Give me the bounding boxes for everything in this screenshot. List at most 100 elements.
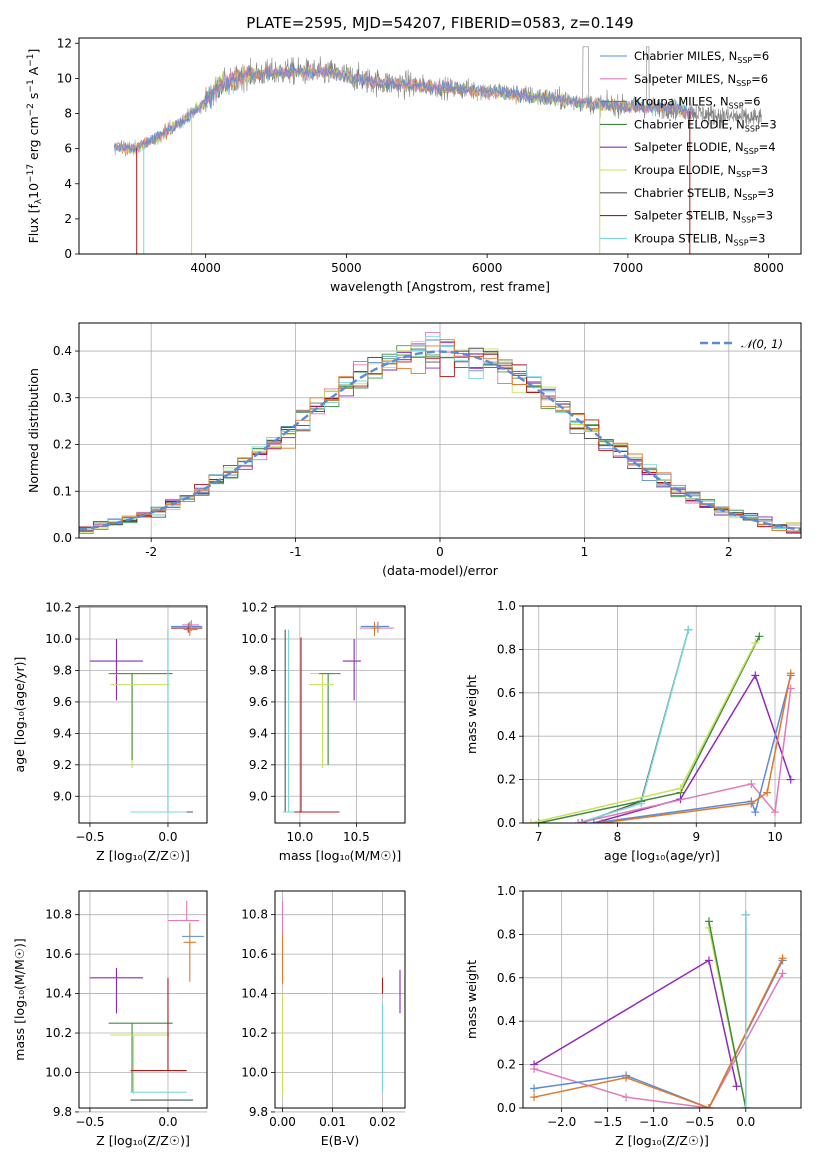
y-axis-label: mass weight — [464, 675, 479, 754]
plus-marker — [751, 671, 760, 680]
y-axis-label: mass weight — [464, 960, 479, 1039]
y-tick-label: 6 — [64, 142, 72, 156]
plus-marker — [574, 819, 583, 823]
y-tick-label: 9.4 — [53, 726, 72, 740]
x-tick-label: 0.0 — [158, 830, 177, 844]
legend-label: Salpeter STELIB, N — [634, 209, 741, 223]
y-tick-label: 10.0 — [241, 632, 268, 646]
y-tick-label: 0.1 — [53, 484, 72, 498]
errorbar-point — [108, 673, 173, 761]
y-tick-label: 0.4 — [497, 1014, 516, 1028]
x-tick-label: 7 — [535, 830, 543, 844]
y-tick-label: 0.8 — [497, 642, 516, 656]
plot-area — [275, 891, 405, 1108]
plot-area — [79, 606, 207, 823]
plot-area — [79, 38, 801, 254]
y-tick-label: 9.4 — [249, 726, 268, 740]
axes-frame — [78, 605, 208, 824]
legend-subscript: SSP — [742, 193, 757, 202]
legend-label: Kroupa STELIB, N — [634, 231, 734, 245]
plus-marker — [534, 819, 543, 823]
y-axis-label-part: s — [26, 93, 41, 104]
y-axis-label: mass [log₁₀(M/M☉)] — [12, 938, 27, 1060]
plus-marker — [747, 779, 756, 788]
y-tick-label: 10.2 — [45, 601, 72, 615]
plus-marker — [526, 819, 535, 823]
errorbar-point — [130, 977, 187, 1072]
plus-marker — [530, 1064, 539, 1073]
model-spectrum — [113, 64, 692, 155]
legend-suffix: =3 — [756, 209, 773, 223]
x-tick-label: 0.00 — [269, 1115, 296, 1129]
weight-vs-metallicity-panel: −2.0 −1.5 −1.0 −0.5 0.0 0.0 0.2 0.4 0.6 0.8 1.0 Z [… — [464, 884, 802, 1148]
y-tick-label: 10.4 — [241, 987, 268, 1001]
legend-subscript: SSP — [736, 170, 751, 179]
y-axis-label-part: −1 — [26, 54, 36, 67]
errorbars — [281, 900, 401, 1097]
series-line — [593, 673, 792, 823]
y-tick-label: 0.0 — [53, 531, 72, 545]
errorbar-point — [183, 922, 197, 982]
legend-suffix: =4 — [759, 140, 776, 154]
x-tick-label: −0.5 — [75, 830, 104, 844]
y-tick-label: 0.2 — [497, 773, 516, 787]
plus-marker — [578, 819, 587, 823]
y-axis-label-part: Flux [f — [26, 204, 41, 244]
legend-subscript: SSP — [737, 56, 752, 65]
plot-area — [275, 606, 405, 823]
y-tick-label: 0.2 — [497, 1058, 516, 1072]
plus-marker — [751, 638, 760, 647]
legend-suffix: =6 — [744, 95, 761, 109]
axes-frame — [274, 605, 406, 824]
plus-marker — [747, 799, 756, 808]
y-tick-label: 9.2 — [53, 758, 72, 772]
x-tick-label: -1 — [290, 545, 302, 559]
x-tick-label: −0.5 — [75, 1115, 104, 1129]
series-line — [708, 921, 747, 1108]
y-tick-label: 10.0 — [241, 1065, 268, 1079]
legend-suffix: =3 — [749, 231, 766, 245]
legend-label: Chabrier ELODIE, N — [634, 117, 745, 131]
legend-subscript: SSP — [734, 238, 749, 247]
plus-marker — [786, 775, 795, 784]
y-tick-label: 0.6 — [497, 971, 516, 985]
series — [574, 625, 693, 823]
figure-title: PLATE=2595, MJD=54207, FIBERID=0583, z=0… — [246, 14, 633, 32]
spectrum-panel: 4000 5000 6000 7000 8000 0 2 4 6 8 10 12 wavelength … — [26, 36, 802, 294]
errorbar-point — [89, 967, 143, 1014]
y-axis-label-part: λ — [34, 198, 44, 204]
x-axis-label: (data-model)/error — [382, 563, 499, 578]
residual-histogram — [79, 339, 801, 532]
y-tick-label: 0.0 — [497, 816, 516, 830]
y-axis-label-part: −17 — [26, 164, 36, 183]
y-axis-label-part: 10 — [26, 183, 41, 199]
series-line — [577, 688, 792, 823]
y-tick-label: 8 — [64, 107, 72, 121]
errorbar-point — [110, 1034, 170, 1095]
weight-vs-age-panel: 7 8 9 10 0.0 0.2 0.4 0.6 0.8 1.0 age [log₁₀(age/yr… — [464, 599, 802, 863]
series-line — [601, 673, 792, 823]
plot-area — [523, 891, 801, 1108]
plus-marker — [771, 808, 780, 817]
y-tick-label: 0 — [64, 247, 72, 261]
x-tick-label: 0.02 — [369, 1115, 396, 1129]
plus-marker — [684, 625, 693, 634]
y-tick-label: 10.8 — [241, 908, 268, 922]
y-tick-label: 9.6 — [249, 695, 268, 709]
plus-marker — [778, 954, 787, 963]
errorbars — [282, 621, 394, 813]
y-tick-label: 10.2 — [241, 601, 268, 615]
y-tick-label: 0.2 — [53, 438, 72, 452]
plus-marker — [530, 1093, 539, 1102]
x-tick-label: 0.0 — [736, 1115, 755, 1129]
errorbars — [89, 620, 203, 813]
legend-entry: Kroupa STELIB, NSSP=3 — [634, 231, 765, 247]
plus-marker — [732, 1082, 741, 1091]
plus-marker — [704, 1104, 713, 1108]
legend-suffix: =3 — [757, 186, 774, 200]
legend-subscript: SSP — [741, 216, 756, 225]
spectrum-lines — [113, 46, 762, 254]
series — [741, 910, 750, 1108]
y-axis-label-part: −2 — [26, 103, 36, 116]
